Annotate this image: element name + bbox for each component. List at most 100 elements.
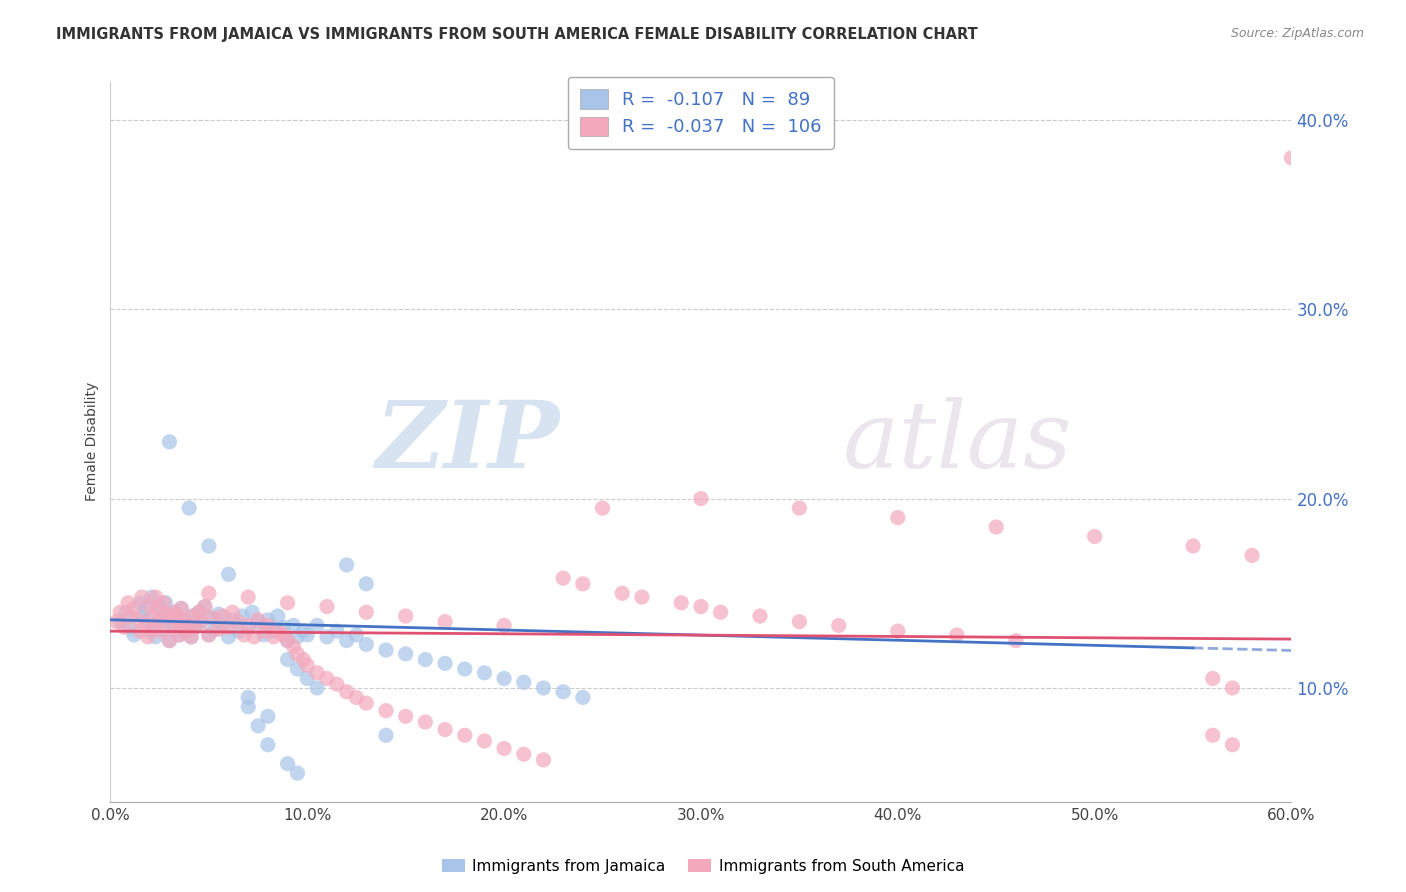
Point [233, 628, 256, 642]
Point [188, 605, 211, 619]
Point [145, 590, 167, 604]
Point [356, 696, 378, 710]
Point [181, 609, 204, 624]
Point [115, 605, 138, 619]
Point [170, 601, 193, 615]
Point [946, 628, 969, 642]
Point [152, 622, 174, 636]
Point [194, 599, 217, 614]
Point [277, 652, 299, 666]
Point [218, 630, 240, 644]
Point [141, 611, 163, 625]
Point [789, 501, 811, 516]
Point [572, 690, 595, 705]
Point [356, 605, 378, 619]
Point [710, 605, 733, 619]
Point [494, 741, 516, 756]
Point [165, 605, 187, 619]
Point [316, 599, 339, 614]
Point [395, 647, 418, 661]
Point [395, 709, 418, 723]
Point [208, 622, 231, 636]
Point [253, 628, 276, 642]
Point [336, 684, 359, 698]
Point [1084, 529, 1107, 543]
Point [238, 699, 260, 714]
Point [267, 624, 290, 639]
Point [150, 624, 173, 639]
Point [179, 501, 201, 516]
Point [129, 624, 152, 639]
Point [160, 609, 183, 624]
Y-axis label: Female Disability: Female Disability [86, 382, 100, 501]
Point [307, 681, 329, 695]
Point [122, 628, 145, 642]
Point [166, 615, 188, 629]
Point [356, 577, 378, 591]
Point [434, 723, 457, 737]
Point [297, 658, 319, 673]
Point [159, 434, 181, 449]
Point [247, 615, 270, 629]
Point [247, 719, 270, 733]
Point [297, 672, 319, 686]
Point [152, 596, 174, 610]
Point [122, 601, 145, 615]
Point [592, 501, 614, 516]
Point [155, 596, 177, 610]
Point [145, 630, 167, 644]
Point [356, 637, 378, 651]
Point [135, 618, 157, 632]
Point [149, 613, 172, 627]
Point [277, 596, 299, 610]
Point [194, 599, 217, 614]
Point [238, 620, 260, 634]
Point [533, 681, 555, 695]
Text: atlas: atlas [842, 397, 1073, 487]
Point [887, 510, 910, 524]
Point [181, 609, 204, 624]
Point [231, 609, 253, 624]
Point [267, 609, 290, 624]
Point [415, 652, 437, 666]
Legend: Immigrants from Jamaica, Immigrants from South America: Immigrants from Jamaica, Immigrants from… [436, 853, 970, 880]
Point [454, 728, 477, 742]
Point [263, 624, 285, 639]
Point [307, 618, 329, 632]
Point [631, 590, 654, 604]
Point [112, 620, 135, 634]
Point [434, 615, 457, 629]
Point [142, 622, 165, 636]
Point [346, 628, 368, 642]
Point [612, 586, 634, 600]
Point [162, 620, 184, 634]
Point [160, 609, 183, 624]
Point [887, 624, 910, 639]
Point [198, 539, 221, 553]
Point [513, 675, 536, 690]
Point [184, 620, 207, 634]
Point [326, 624, 349, 639]
Point [292, 624, 315, 639]
Text: IMMIGRANTS FROM JAMAICA VS IMMIGRANTS FROM SOUTH AMERICA FEMALE DISABILITY CORRE: IMMIGRANTS FROM JAMAICA VS IMMIGRANTS FR… [56, 27, 979, 42]
Point [188, 605, 211, 619]
Point [169, 628, 191, 642]
Point [336, 633, 359, 648]
Point [671, 596, 693, 610]
Point [135, 601, 157, 615]
Point [1202, 728, 1225, 742]
Point [375, 728, 398, 742]
Point [690, 599, 713, 614]
Point [257, 618, 280, 632]
Point [146, 601, 169, 615]
Point [218, 620, 240, 634]
Point [162, 620, 184, 634]
Point [172, 613, 194, 627]
Point [180, 630, 202, 644]
Point [159, 633, 181, 648]
Point [287, 662, 309, 676]
Point [326, 677, 349, 691]
Point [139, 599, 162, 614]
Point [172, 613, 194, 627]
Point [986, 520, 1008, 534]
